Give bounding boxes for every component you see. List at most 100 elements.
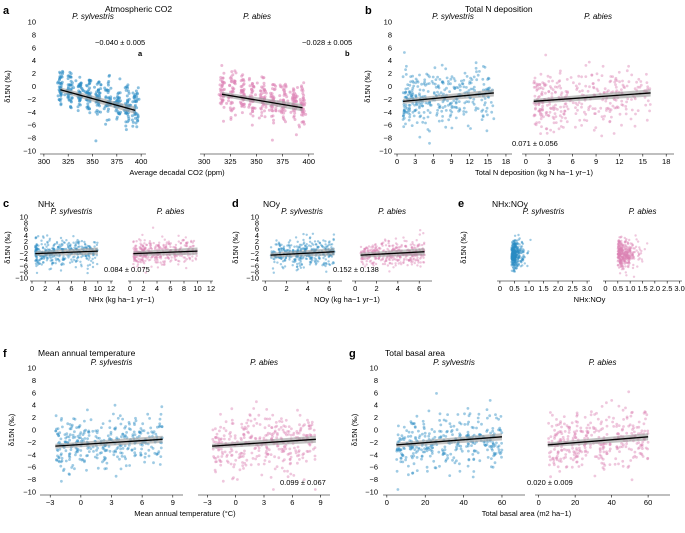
data-point <box>59 236 63 240</box>
species-label: P. abies <box>378 207 406 216</box>
data-point <box>87 434 91 437</box>
data-point <box>448 474 452 477</box>
data-point <box>35 264 38 268</box>
data-point <box>614 76 618 80</box>
data-point <box>614 98 618 102</box>
data-point <box>240 89 244 93</box>
data-point <box>556 85 559 89</box>
y-tick-label: −8 <box>369 475 378 484</box>
data-point <box>297 450 300 454</box>
data-point <box>130 448 134 452</box>
data-point <box>134 255 138 258</box>
y-tick-label: 8 <box>255 219 259 228</box>
data-point <box>481 108 485 112</box>
x-tick-label: 6 <box>168 284 172 293</box>
data-point <box>84 243 87 246</box>
data-point <box>229 102 233 106</box>
data-point <box>286 99 290 103</box>
data-point <box>403 239 406 243</box>
data-point <box>514 239 517 242</box>
data-point <box>247 78 251 82</box>
data-point <box>597 78 600 82</box>
x-tick-label: 0 <box>234 498 238 507</box>
data-point <box>131 124 135 128</box>
data-point <box>588 426 592 430</box>
data-point <box>388 262 391 265</box>
data-point <box>60 244 63 247</box>
data-point <box>108 426 112 429</box>
data-point <box>408 113 412 116</box>
data-point <box>424 101 428 105</box>
data-point <box>164 246 167 249</box>
data-point <box>45 259 49 262</box>
data-point <box>405 258 408 261</box>
data-point <box>617 70 621 74</box>
data-point <box>78 457 82 461</box>
data-point <box>46 234 49 237</box>
data-point <box>397 424 400 428</box>
data-point <box>410 263 414 266</box>
data-point <box>155 244 158 247</box>
data-point <box>324 258 327 261</box>
data-point <box>443 88 447 92</box>
data-point <box>592 128 596 132</box>
data-point <box>292 115 296 119</box>
data-point <box>139 246 143 249</box>
data-point <box>617 462 620 466</box>
data-point <box>80 239 84 243</box>
data-point <box>626 97 630 101</box>
data-point <box>307 421 310 424</box>
data-point <box>300 88 304 92</box>
data-point <box>63 93 67 97</box>
data-point <box>523 262 526 265</box>
data-point <box>450 101 453 105</box>
data-point <box>55 242 59 245</box>
data-point <box>454 105 458 109</box>
data-point <box>532 85 536 89</box>
x-tick-label: 6 <box>571 157 575 166</box>
data-point <box>167 257 171 260</box>
data-point <box>264 105 268 109</box>
data-point <box>402 108 406 112</box>
data-point <box>428 129 431 133</box>
data-point <box>620 103 624 106</box>
data-point <box>430 446 434 450</box>
data-point <box>77 245 80 249</box>
data-point <box>489 101 493 104</box>
data-point <box>394 237 398 240</box>
data-point <box>298 98 302 101</box>
data-point <box>460 79 463 83</box>
panel-title: Total N deposition <box>465 4 533 14</box>
data-point <box>446 413 449 416</box>
data-point <box>35 257 38 260</box>
data-point <box>439 435 443 439</box>
data-point <box>95 112 99 116</box>
data-point <box>243 449 246 453</box>
y-tick-label: −8 <box>250 267 259 276</box>
data-point <box>213 468 217 472</box>
data-point <box>312 243 315 246</box>
data-point <box>404 95 408 99</box>
data-point <box>327 243 330 247</box>
data-point <box>86 102 90 106</box>
data-point <box>629 459 633 462</box>
data-point <box>451 458 454 462</box>
data-point <box>538 113 542 116</box>
data-point <box>157 246 161 249</box>
data-point <box>251 110 255 113</box>
data-point <box>610 115 613 119</box>
data-point <box>519 265 523 268</box>
data-point <box>188 258 192 261</box>
data-point <box>454 100 458 104</box>
data-point <box>457 109 460 113</box>
x-tick-label: 3.0 <box>674 284 684 293</box>
data-point <box>136 115 140 119</box>
data-point <box>645 118 649 122</box>
data-point <box>100 426 103 429</box>
data-point <box>242 102 246 106</box>
data-point <box>242 87 246 91</box>
data-point <box>488 445 492 448</box>
data-point <box>148 417 152 420</box>
data-point <box>428 432 431 435</box>
data-point <box>600 420 603 424</box>
